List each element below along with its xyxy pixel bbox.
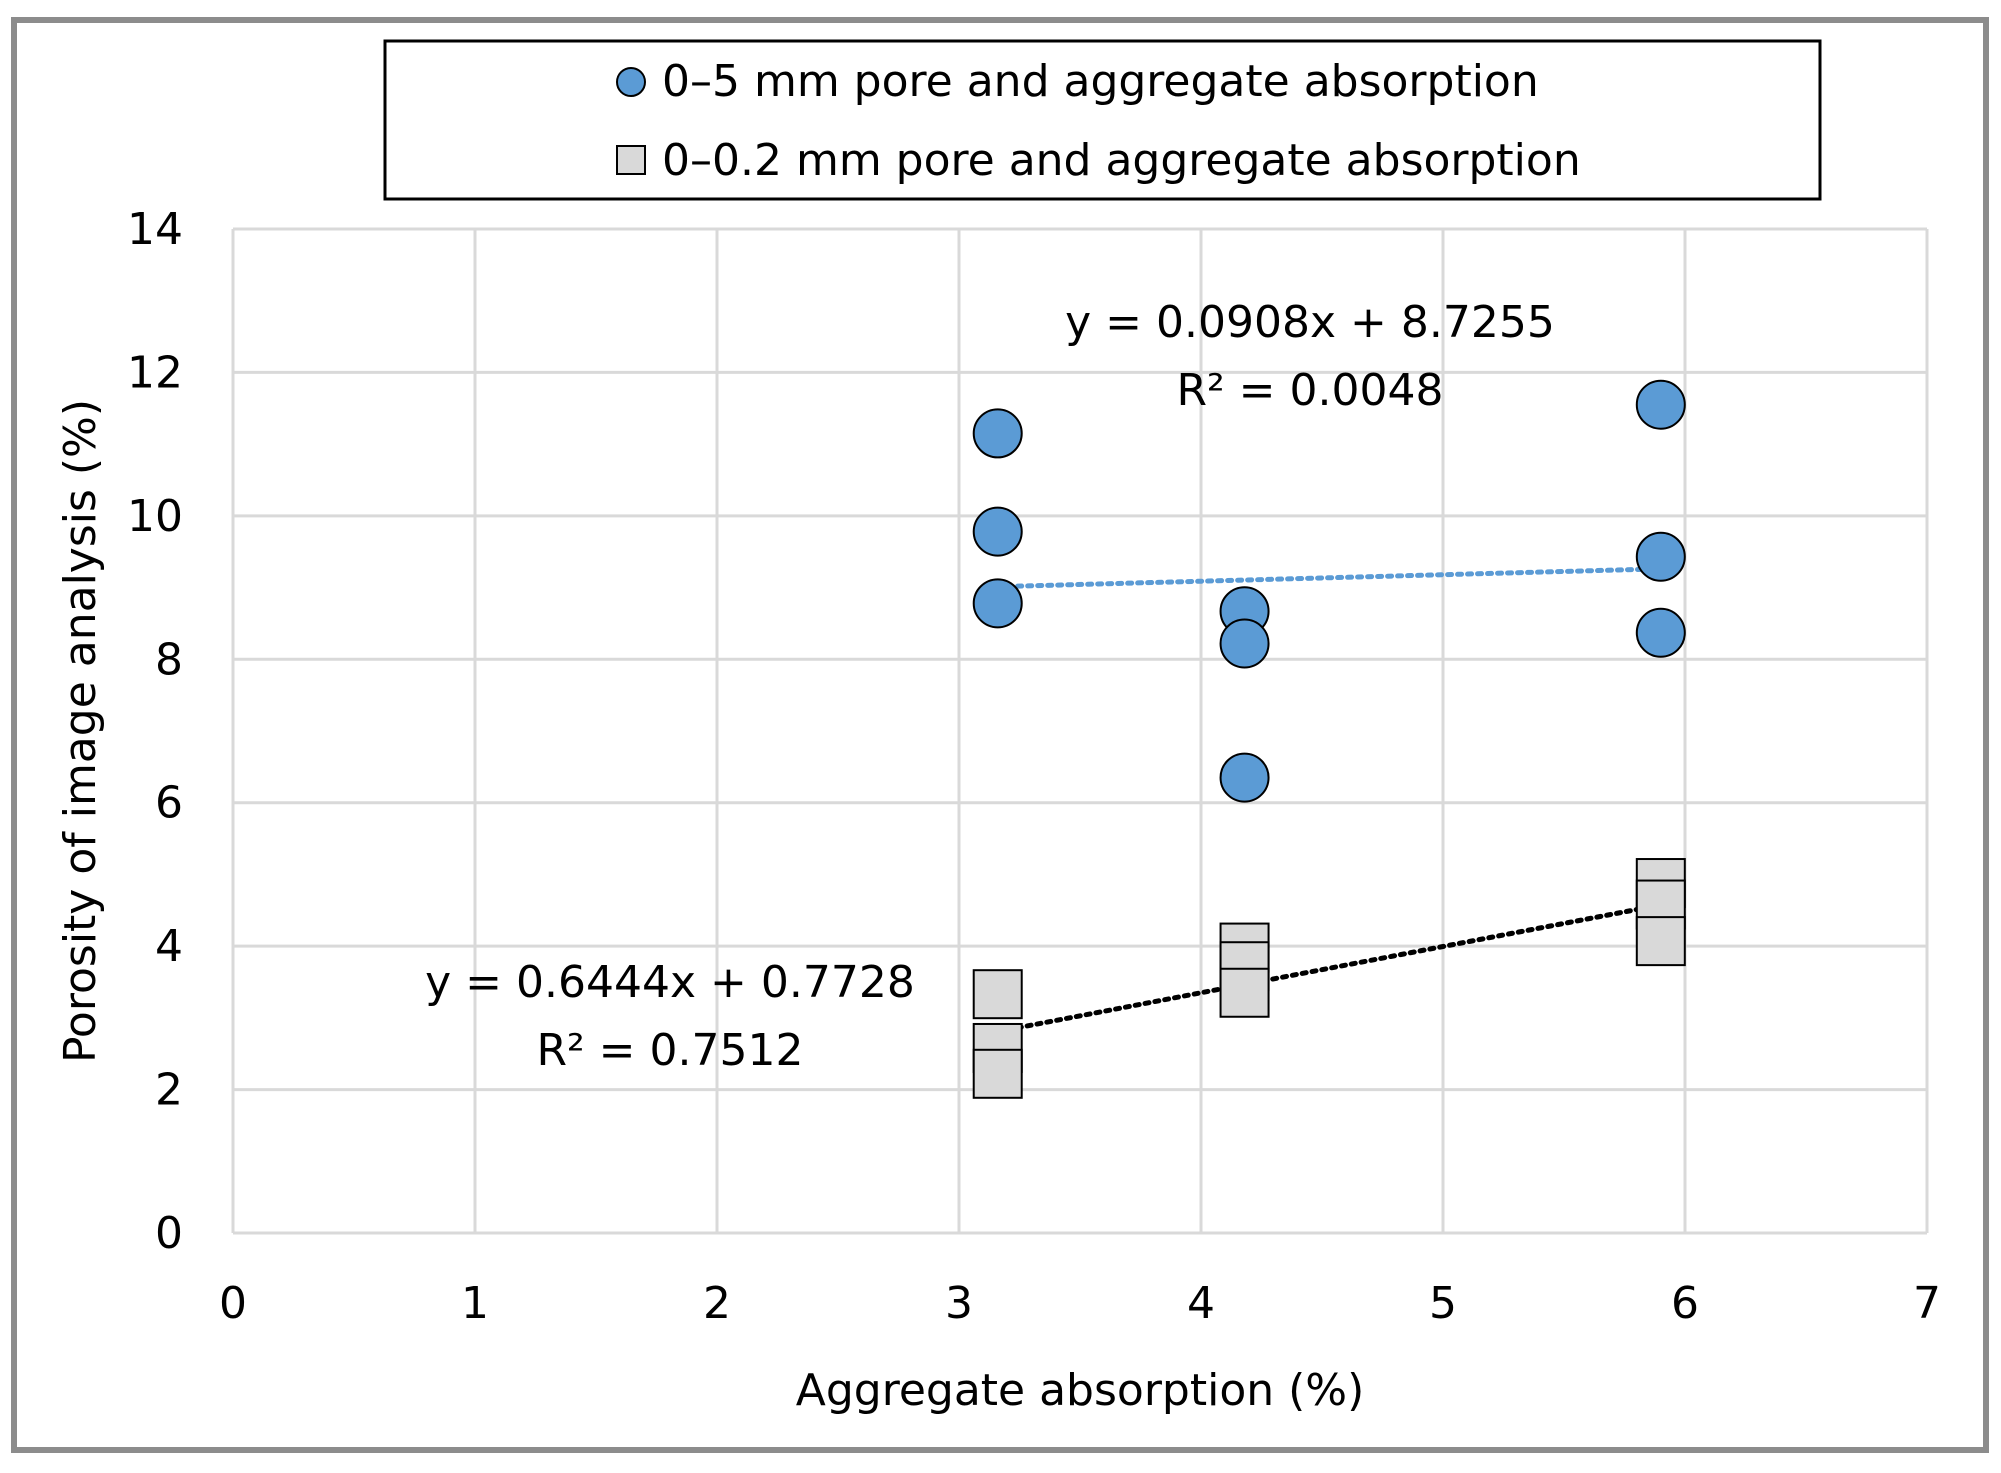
legend-marker-square [616, 145, 646, 175]
data-point-circle [972, 408, 1023, 459]
y-tick-label: 8 [155, 634, 183, 685]
data-point-circle [1635, 531, 1686, 582]
y-axis-title: Porosity of image analysis (%) [55, 399, 106, 1063]
x-tick-label: 4 [1187, 1278, 1215, 1329]
data-point-circle [1219, 752, 1270, 803]
r2-series-1: R² = 0.0048 [1176, 365, 1443, 416]
grid [233, 227, 1929, 1233]
y-tick-label: 0 [155, 1208, 183, 1259]
data-point-circle [972, 506, 1023, 557]
y-tick-label: 14 [127, 204, 183, 255]
data-point-square [1635, 916, 1686, 967]
data-point-circle [1219, 618, 1270, 669]
legend-marker-circle [616, 67, 646, 97]
y-tick-label: 12 [127, 347, 183, 398]
data-point-circle [1635, 379, 1686, 430]
x-tick-label: 7 [1913, 1278, 1941, 1329]
data-point-square [972, 969, 1023, 1020]
x-tick-label: 1 [461, 1278, 489, 1329]
x-tick-label: 2 [703, 1278, 731, 1329]
y-tick-label: 4 [155, 921, 183, 972]
trendline-series-2 [995, 902, 1664, 1035]
data-points [972, 379, 1686, 1099]
equation-series-2: y = 0.6444x + 0.7728 [425, 957, 915, 1008]
data-point-circle [972, 578, 1023, 629]
y-tick-label: 10 [127, 491, 183, 542]
x-axis-title: Aggregate absorption (%) [796, 1365, 1365, 1416]
r2-series-2: R² = 0.7512 [536, 1025, 803, 1076]
x-tick-label: 6 [1671, 1278, 1699, 1329]
x-tick-label: 3 [945, 1278, 973, 1329]
x-tick-label: 0 [219, 1278, 247, 1329]
trendlines [995, 566, 1664, 1035]
x-tick-label: 5 [1429, 1278, 1457, 1329]
legend-label-series-1: 0–5 mm pore and aggregate absorption [662, 56, 1539, 107]
trendline-series-1 [995, 566, 1664, 590]
data-point-square [1219, 967, 1270, 1018]
data-point-square [972, 1048, 1023, 1099]
y-tick-label: 6 [155, 778, 183, 829]
legend-label-series-2: 0–0.2 mm pore and aggregate absorption [662, 135, 1581, 186]
data-point-circle [1635, 607, 1686, 658]
y-tick-label: 2 [155, 1065, 183, 1116]
legend: 0–5 mm pore and aggregate absorption 0–0.… [383, 39, 1822, 201]
chart-frame [11, 17, 1989, 1453]
equation-series-1: y = 0.0908x + 8.7255 [1065, 297, 1555, 348]
annotations: y = 0.0908x + 8.7255 R² = 0.0048 y = 0.644… [425, 297, 1555, 1076]
